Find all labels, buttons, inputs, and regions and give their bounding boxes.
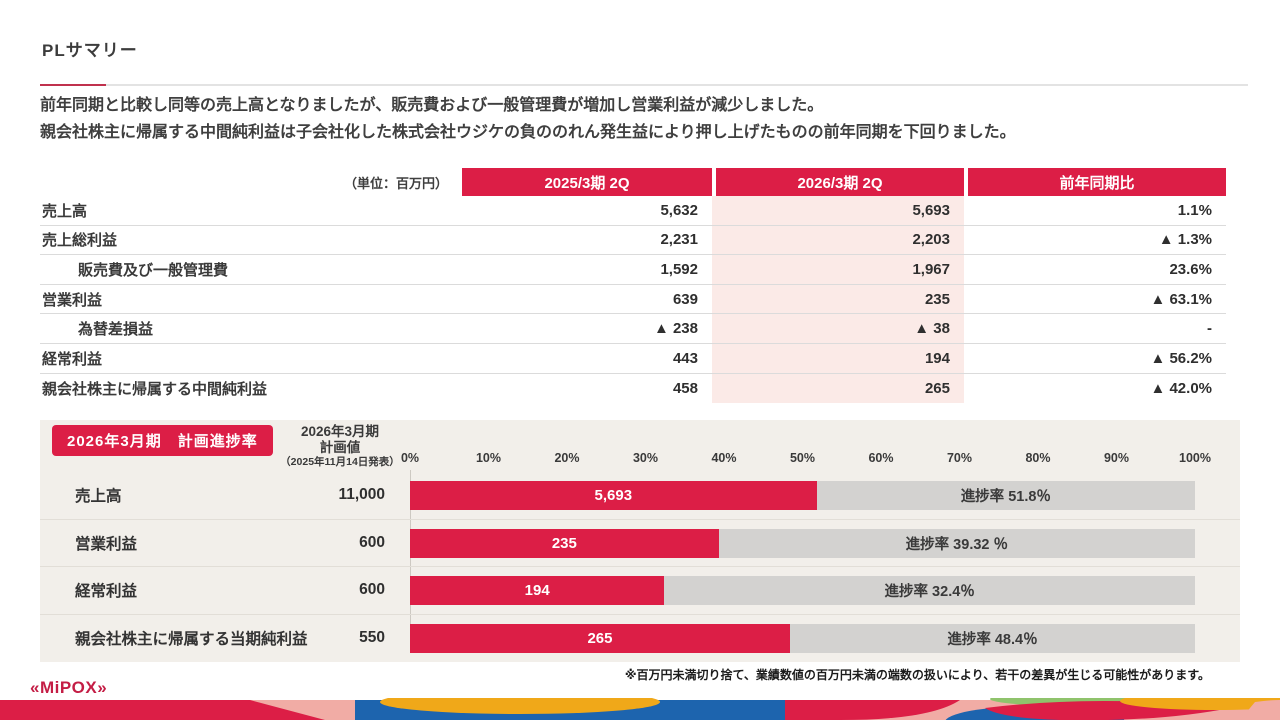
plan-value: 550: [359, 629, 385, 647]
unit-label: （単位：百万円）: [343, 175, 448, 191]
decorative-wave: [0, 698, 1280, 720]
value-2025: 639: [672, 290, 698, 308]
value-yoy: ▲ 1.3%: [1158, 231, 1212, 249]
table-row: 親会社株主に帰属する中間純利益 458 265 ▲ 42.0%: [40, 373, 1226, 404]
table-row: 売上総利益 2,231 2,203 ▲ 1.3%: [40, 225, 1226, 256]
footnote: ※百万円未満切り捨て、業績数値の百万円未満の端数の扱いにより、若干の差異が生じる…: [624, 668, 1210, 682]
progress-bar-fill: 5,693: [410, 481, 817, 510]
progress-bar: 235 進捗率 39.32 ％: [410, 528, 1195, 558]
table-row: 為替差損益 ▲ 238 ▲ 38 -: [40, 314, 1226, 344]
table-row: 経常利益 443 194 ▲ 56.2%: [40, 343, 1226, 374]
progress-row: 売上高 11,000 5,693 進捗率 51.8％: [40, 472, 1240, 520]
axis-tick: 60%: [868, 451, 894, 465]
row-label: 経常利益: [42, 350, 103, 368]
value-yoy: 23.6%: [1169, 260, 1212, 278]
value-yoy: ▲ 56.2%: [1150, 349, 1212, 367]
table-row: 販売費及び一般管理費 1,592 1,967 23.6%: [40, 255, 1226, 285]
summary-text: 前年同期と比較し同等の売上高となりましたが、販売費および一般管理費が増加し営業利…: [40, 92, 1250, 146]
value-2025: ▲ 238: [653, 320, 698, 338]
row-label: 営業利益: [42, 291, 103, 309]
column-header-2025: 2025/3期 2Q: [462, 168, 712, 196]
axis-tick: 70%: [946, 451, 973, 465]
progress-bar-fill: 235: [410, 528, 719, 558]
progress-bar-remainder: 進捗率 51.8％: [960, 489, 1051, 505]
progress-row: 親会社株主に帰属する当期純利益 550 265 進捗率 48.4％: [40, 615, 1240, 663]
axis-tick: 30%: [632, 451, 659, 465]
title-divider-accent: [40, 84, 106, 86]
progress-badge: 2026年3月期 計画進捗率: [52, 425, 273, 456]
progress-row-label: 経常利益: [75, 583, 138, 601]
value-2025: 443: [672, 349, 698, 367]
progress-row: 営業利益 600 235 進捗率 39.32 ％: [40, 520, 1240, 567]
axis-tick: 80%: [1025, 451, 1051, 465]
value-yoy: ▲ 63.1%: [1150, 290, 1212, 308]
mipox-logo: «MiPOX»: [30, 678, 108, 697]
progress-rows: 売上高 11,000 5,693 進捗率 51.8％ 営業利益 600 235 …: [40, 472, 1240, 662]
axis-tick: 20%: [554, 451, 580, 465]
progress-bar: 265 進捗率 48.4％: [410, 623, 1195, 653]
progress-bar-fill: 265: [410, 623, 790, 653]
plan-value: 600: [359, 581, 385, 599]
progress-bar: 194 進捗率 32.4％: [410, 576, 1195, 605]
plan-header-line2: 計画値: [319, 440, 361, 455]
progress-bar-remainder: 進捗率 48.4％: [947, 631, 1038, 648]
value-2026: 5,693: [712, 196, 964, 225]
value-yoy: ▲ 42.0%: [1150, 379, 1212, 397]
progress-bar-remainder: 進捗率 39.32 ％: [905, 536, 1008, 553]
table-body: 売上高 5,632 5,693 1.1% 売上総利益 2,231 2,203 ▲…: [40, 196, 1226, 404]
value-2026: 2,203: [712, 225, 964, 255]
value-2025: 1,592: [660, 260, 698, 278]
axis-tick: 10%: [475, 451, 502, 465]
page-title: PLサマリー: [42, 41, 138, 60]
axis-tick: 0%: [400, 451, 420, 465]
table-row: 営業利益 639 235 ▲ 63.1%: [40, 284, 1226, 315]
row-label: 為替差損益: [78, 321, 154, 339]
table-header-row: （単位：百万円） 2025/3期 2Q 2026/3期 2Q 前年同期比: [40, 168, 1226, 196]
value-2025: 458: [672, 379, 698, 397]
progress-bar: 5,693 進捗率 51.8％: [410, 481, 1195, 510]
value-2026: ▲ 38: [712, 314, 964, 343]
value-2026: 265: [712, 373, 964, 404]
zero-axis-line: [410, 470, 411, 652]
row-label: 売上高: [42, 202, 88, 220]
value-2026: 1,967: [712, 255, 964, 284]
progress-row-label: 営業利益: [75, 535, 138, 553]
axis-tick: 50%: [789, 451, 816, 465]
progress-row-label: 売上高: [75, 488, 122, 506]
axis-tick: 90%: [1103, 451, 1130, 465]
progress-row: 経常利益 600 194 進捗率 32.4％: [40, 567, 1240, 615]
row-label: 親会社株主に帰属する中間純利益: [42, 380, 268, 398]
progress-row-label: 親会社株主に帰属する当期純利益: [75, 631, 308, 649]
value-2026: 194: [712, 343, 964, 373]
value-yoy: -: [1207, 320, 1212, 338]
plan-value: 11,000: [338, 486, 385, 504]
plan-header-line1: 2026年3月期: [300, 424, 380, 439]
percent-axis: 0% 10% 20% 30% 40% 50% 60% 70% 80% 90% 1…: [40, 451, 1240, 467]
summary-line-2: 親会社株主に帰属する中間純利益は子会社化した株式会社ウジケの負ののれん発生益によ…: [40, 124, 1016, 141]
value-2025: 2,231: [660, 231, 698, 249]
plan-value: 600: [359, 533, 385, 551]
column-header-2026: 2026/3期 2Q: [712, 168, 964, 196]
axis-tick: 100%: [1179, 451, 1211, 465]
value-yoy: 1.1%: [1177, 201, 1212, 219]
column-header-yoy: 前年同期比: [964, 168, 1226, 196]
value-2026: 235: [712, 284, 964, 314]
value-2025: 5,632: [660, 201, 698, 219]
summary-line-1: 前年同期と比較し同等の売上高となりましたが、販売費および一般管理費が増加し営業利…: [40, 97, 824, 114]
plan-header-line3: （2025年11月14日発表）: [280, 456, 400, 468]
progress-bar-fill: 194: [410, 576, 665, 605]
axis-tick: 40%: [711, 451, 737, 465]
pl-summary-table: （単位：百万円） 2025/3期 2Q 2026/3期 2Q 前年同期比 売上高…: [40, 168, 1226, 404]
row-label: 売上総利益: [42, 232, 118, 250]
plan-value-header: 2026年3月期 計画値 （2025年11月14日発表）: [275, 424, 405, 469]
row-label: 販売費及び一般管理費: [78, 261, 229, 279]
table-row: 売上高 5,632 5,693 1.1%: [40, 196, 1226, 226]
title-divider: [40, 84, 1248, 86]
progress-bar-remainder: 進捗率 32.4％: [884, 584, 975, 600]
progress-panel: 2026年3月期 計画進捗率 2026年3月期 計画値 （2025年11月14日…: [40, 420, 1240, 662]
